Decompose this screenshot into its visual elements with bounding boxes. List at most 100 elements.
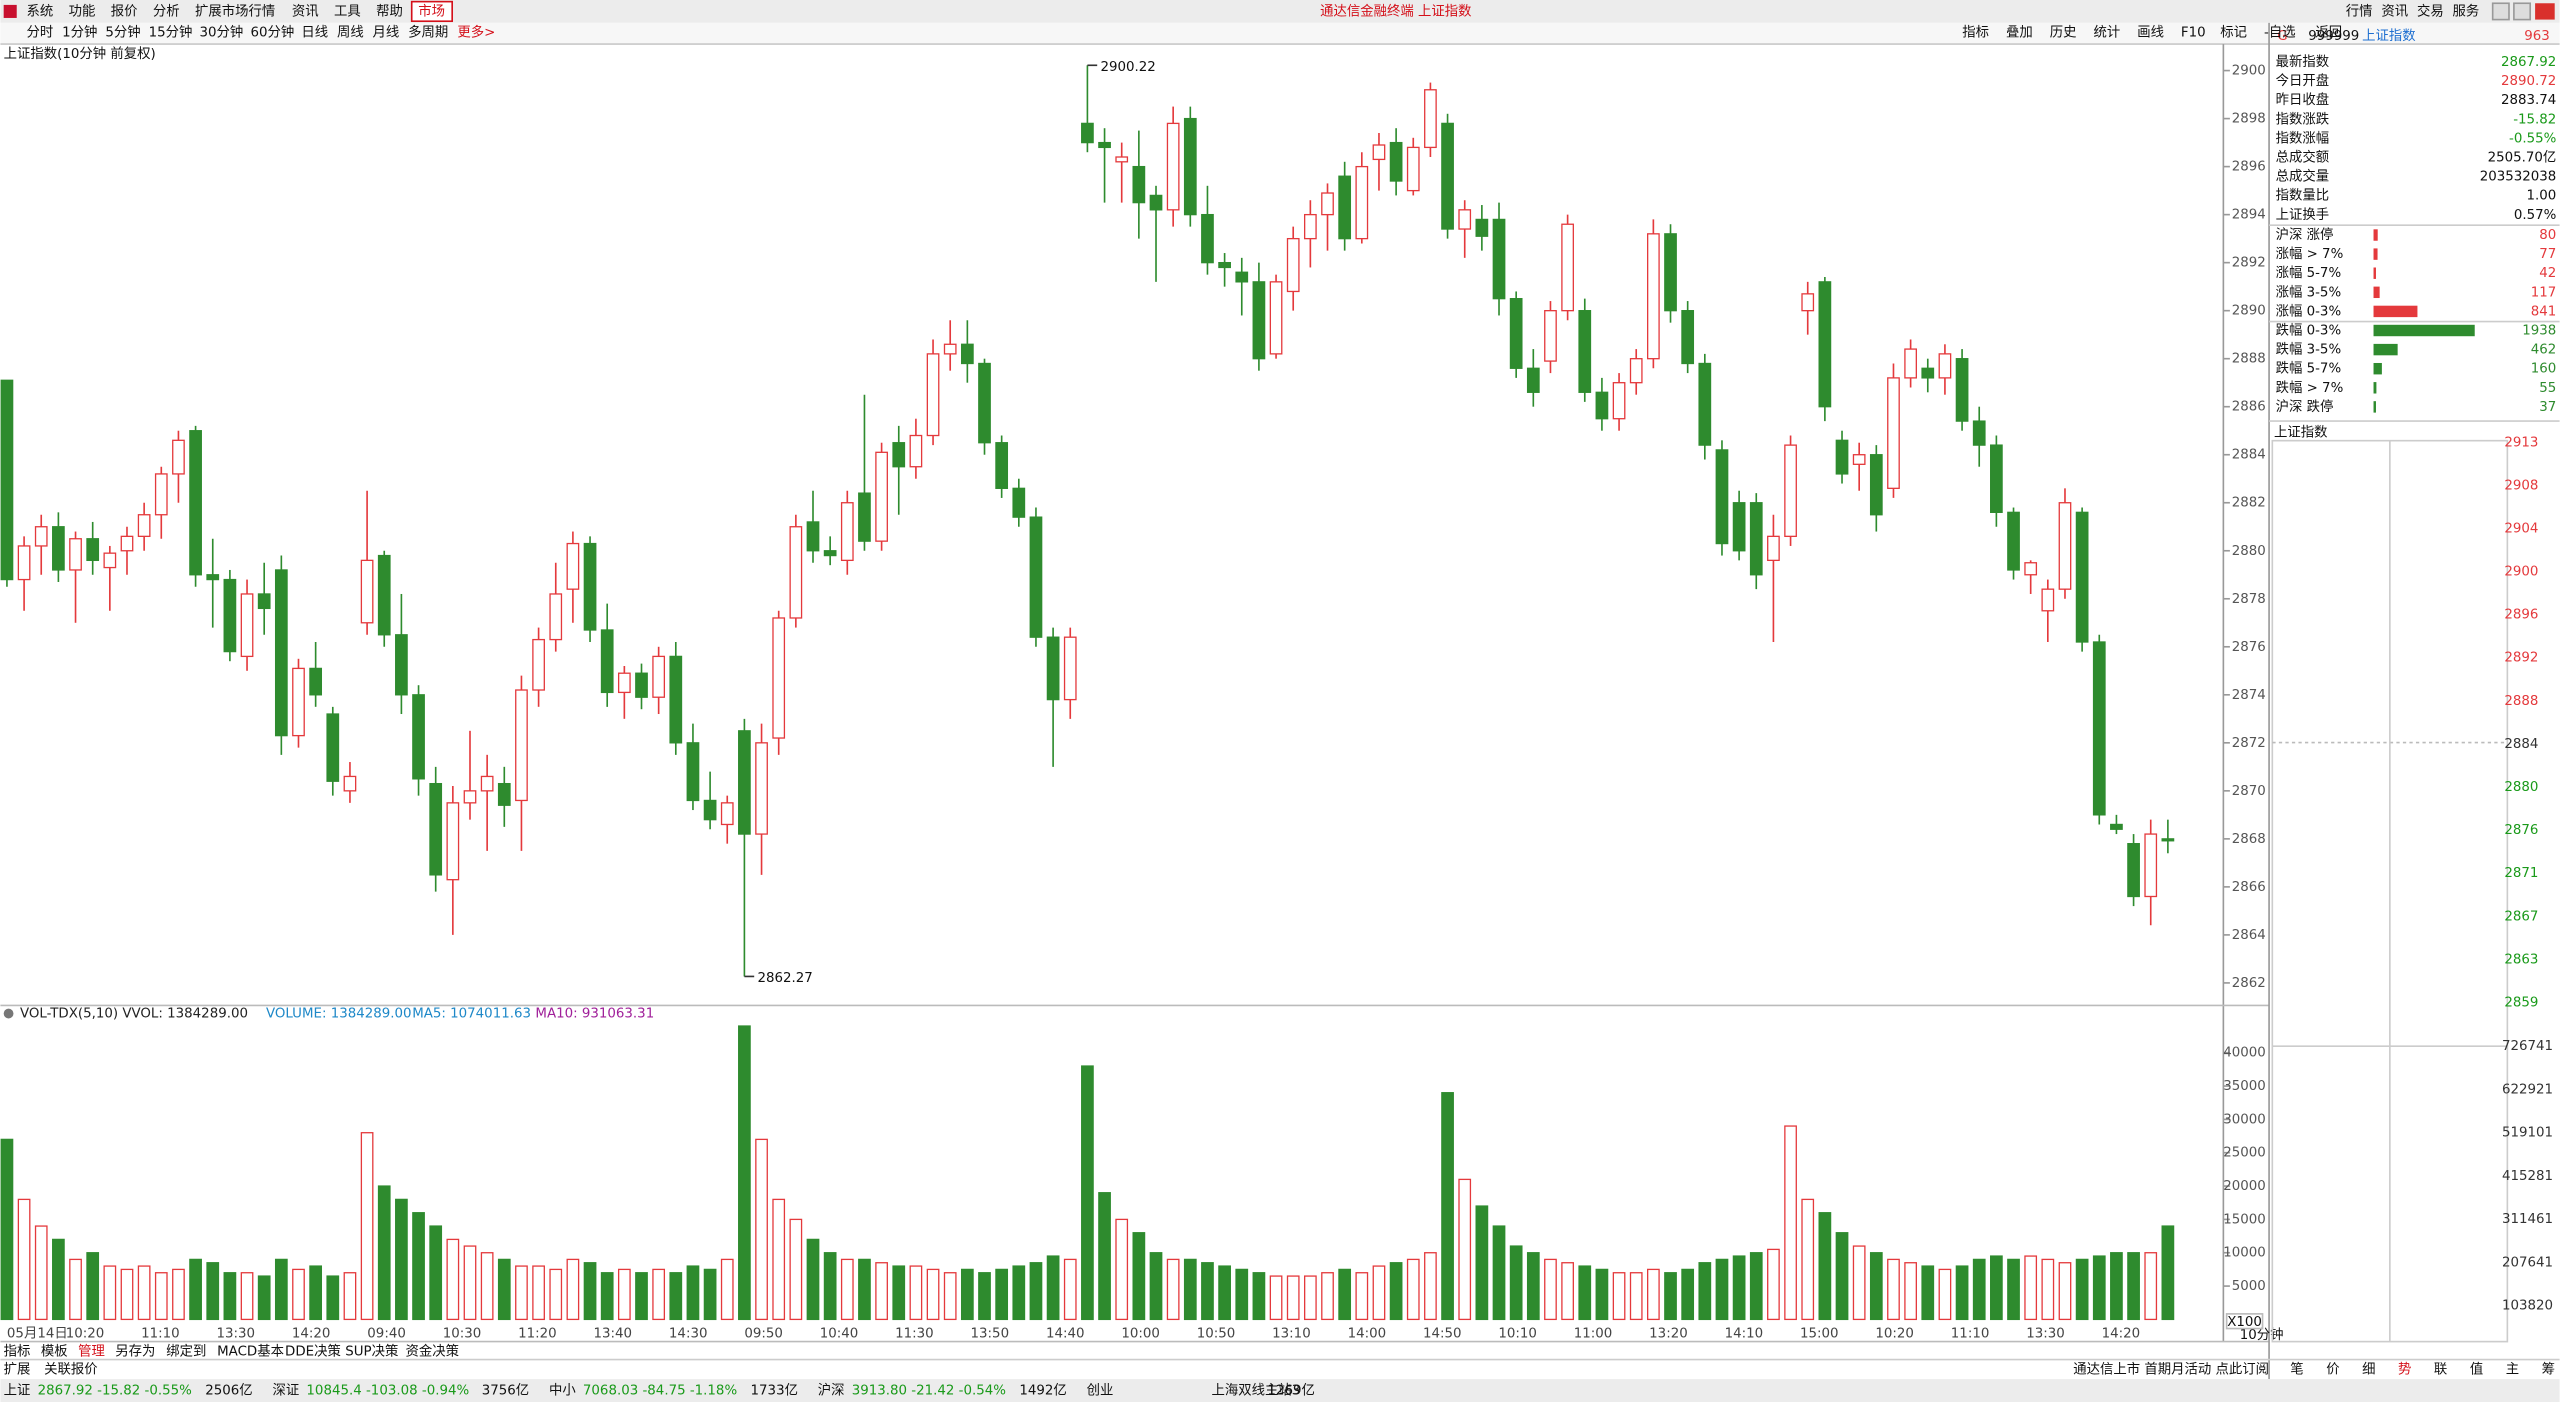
candle-body [1115,156,1129,163]
menu-item[interactable]: 帮助 [376,3,403,19]
x-tick-label: 11:00 [1574,1326,1613,1341]
x-tick-label: 10:50 [1197,1326,1236,1341]
menu-item[interactable]: 扩展市场行情 [195,2,275,19]
maximize-button[interactable] [2513,2,2532,21]
menu-item[interactable]: 系统 [27,3,54,19]
mini-volume-label: 622921 [2502,1082,2553,1097]
period-tab[interactable]: 5分钟 [105,24,140,41]
status-item: 沪深 [818,1383,845,1399]
volume-bar [1338,1268,1352,1321]
bottom-tab[interactable]: MACD基本 [217,1342,284,1359]
mini-tab[interactable]: 主 [2506,1361,2519,1377]
volume-bar [1492,1225,1506,1321]
volume-bar [1183,1258,1197,1321]
volume-bar [2161,1225,2175,1321]
period-tab[interactable]: 分时 [27,25,54,41]
breadth-label: 涨幅 3-5% [2276,284,2342,300]
x-tick-label: 11:10 [141,1326,180,1341]
volume-bar [652,1268,666,1321]
menu-item[interactable]: 报价 [111,3,138,19]
period-tab[interactable]: 1分钟 [62,24,97,41]
candle-body [858,492,871,542]
promo[interactable]: 通达信上市 首期月活动 点此订阅 [2073,1360,2269,1377]
top-button[interactable]: 交易 [2417,2,2444,19]
breadth-label: 涨幅 > 7% [2276,246,2344,262]
tool-tab[interactable]: -自选 [2264,25,2296,41]
top-button[interactable]: 服务 [2453,3,2480,19]
mini-tab[interactable]: 细 [2362,1361,2375,1377]
mini-tab[interactable]: 势 [2398,1361,2411,1377]
breadth-bar [2373,324,2475,337]
volume-bar [446,1238,460,1321]
extra-tab[interactable]: 扩展 [4,1361,31,1377]
breadth-bar [2373,401,2376,413]
period-tab[interactable]: 15分钟 [149,24,193,41]
volume-bar [309,1265,323,1321]
y-tick-label: 2874 [2232,688,2266,703]
candle-body [103,552,117,569]
bottom-tab[interactable]: 管理 [78,1343,105,1359]
volume-bar [1424,1252,1437,1321]
tool-tab[interactable]: 指标 [1962,25,1989,41]
volume-bar [583,1262,597,1321]
menu-item[interactable]: 功能 [69,3,96,19]
menu-item[interactable]: 工具 [334,4,361,19]
candle-body [892,442,906,468]
extra-tab[interactable]: 关联报价 [44,1361,98,1377]
volume-bar [0,1138,14,1321]
period-tab[interactable]: 更多> [457,24,495,41]
volume-bar [480,1252,494,1321]
candle-body [1972,420,1986,446]
candle-body [1801,293,1815,312]
candle-body [1561,223,1574,312]
tool-tab[interactable]: 统计 [2093,25,2120,41]
tool-tab[interactable]: 标记 [2220,25,2247,41]
mini-tab[interactable]: 联 [2434,1361,2447,1377]
tool-tab[interactable]: F10 [2181,26,2206,41]
minimize-button[interactable] [2491,2,2510,21]
candle-body [2058,502,2072,590]
top-button[interactable]: 资讯 [2381,3,2408,19]
candle-body [1218,261,1231,269]
candle-body [1887,377,1900,489]
mini-price-label: 2871 [2504,866,2538,881]
mini-tab[interactable]: 筹 [2542,1360,2555,1377]
volume-bar [34,1225,48,1321]
bottom-tab[interactable]: 另存为 [115,1343,155,1359]
tool-tab[interactable]: 历史 [2050,25,2077,41]
bottom-tab[interactable]: DDE决策 [285,1342,341,1359]
candle-body [703,799,717,821]
x-tick-label: 10:20 [1875,1326,1914,1341]
volume-bar [1509,1245,1523,1321]
breadth-bar [2373,343,2398,356]
candle-body [1578,310,1592,393]
stat-value: 2505.70亿 [2488,150,2557,166]
bottom-tab[interactable]: 模板 [41,1343,68,1359]
menu-item[interactable]: 分析 [153,3,180,19]
period-tab[interactable]: 30分钟 [200,24,244,41]
bottom-tab[interactable]: 绑定到 [166,1343,206,1359]
period-tab[interactable]: 60分钟 [250,24,294,41]
tool-tab[interactable]: 画线 [2137,25,2164,41]
stat-label: 总成交量 [2276,168,2330,185]
mini-tab[interactable]: 笔 [2290,1361,2303,1377]
bottom-tab[interactable]: SUP决策 [345,1342,398,1359]
tool-tab[interactable]: 叠加 [2006,25,2033,41]
candle-body [1029,516,1043,638]
mini-tab[interactable]: 值 [2470,1361,2483,1377]
mini-price-label: 2876 [2504,823,2538,838]
mini-tab[interactable]: 价 [2326,1362,2339,1377]
period-tab[interactable]: 周线 [337,25,364,41]
legend-icon [3,1008,14,1019]
candle-body [1475,218,1489,237]
tool-tab[interactable]: 返回 [2315,25,2342,41]
market-tab[interactable]: 市场 [418,2,445,19]
period-tab[interactable]: 日线 [301,25,328,41]
period-tab[interactable]: 月线 [373,25,400,41]
period-tab[interactable]: 多周期 [408,24,448,41]
menu-item[interactable]: 资讯 [292,3,319,19]
bottom-tab[interactable]: 指标 [4,1343,31,1359]
bottom-tab[interactable]: 资金决策 [406,1342,460,1359]
top-button[interactable]: 行情 [2346,3,2373,19]
close-button[interactable] [2535,3,2555,20]
